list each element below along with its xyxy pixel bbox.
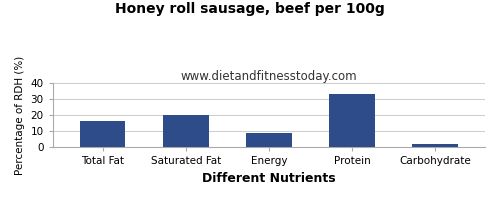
Y-axis label: Percentage of RDH (%): Percentage of RDH (%) [15, 56, 25, 175]
Text: Honey roll sausage, beef per 100g: Honey roll sausage, beef per 100g [115, 2, 385, 16]
Bar [329, 94, 375, 147]
Bar [412, 144, 458, 147]
X-axis label: Different Nutrients: Different Nutrients [202, 172, 336, 185]
Title: www.dietandfitnesstoday.com: www.dietandfitnesstoday.com [180, 70, 357, 83]
Bar [163, 115, 208, 147]
Bar [246, 133, 292, 147]
Bar [80, 121, 126, 147]
